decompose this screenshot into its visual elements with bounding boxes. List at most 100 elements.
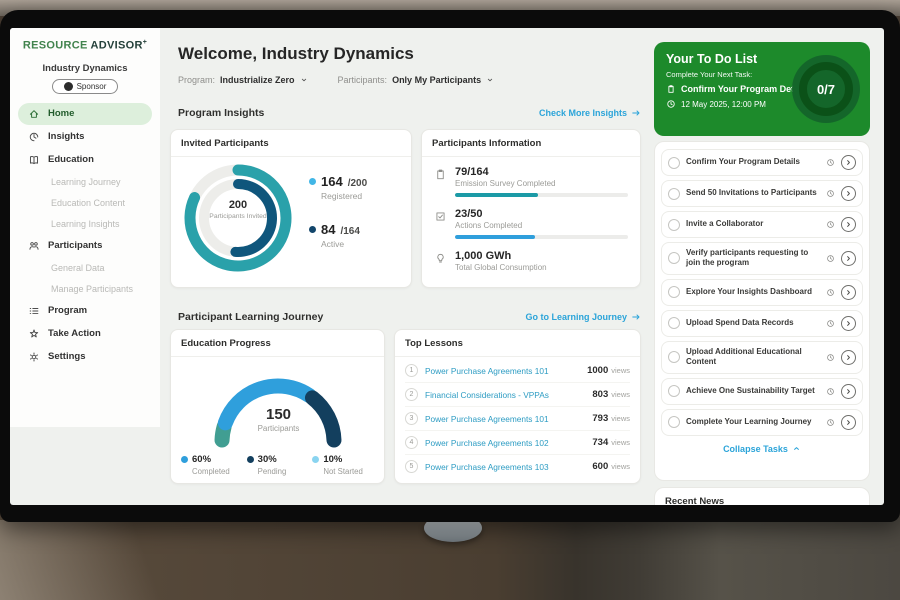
- todo-task-row[interactable]: Complete Your Learning Journey: [661, 408, 863, 436]
- main-content: Welcome, Industry Dynamics Program: Indu…: [160, 28, 650, 505]
- task-checkbox[interactable]: [668, 218, 680, 231]
- lesson-rank: 4: [405, 436, 418, 449]
- sidebar-item-learning-journey[interactable]: Learning Journey: [18, 172, 152, 192]
- collapse-tasks-label: Collapse Tasks: [723, 443, 788, 454]
- lesson-views-suffix: views: [611, 414, 630, 423]
- take-action-icon: [28, 328, 40, 340]
- clock-icon: [666, 99, 676, 109]
- sidebar-item-home[interactable]: Home: [18, 102, 152, 125]
- task-checkbox[interactable]: [668, 156, 680, 169]
- lesson-rank: 3: [405, 412, 418, 425]
- lesson-link[interactable]: Power Purchase Agreements 102: [425, 437, 549, 448]
- sidebar-item-label: Education Content: [51, 197, 126, 208]
- sidebar-item-manage-participants[interactable]: Manage Participants: [18, 279, 152, 299]
- sidebar-item-participants[interactable]: Participants: [18, 235, 152, 257]
- task-chevron-button[interactable]: [841, 250, 856, 266]
- sidebar-item-label: Program: [48, 305, 88, 317]
- sidebar-item-general-data[interactable]: General Data: [18, 258, 152, 278]
- invited-participants-card: Invited Participants 200 Participants In…: [170, 129, 412, 288]
- todo-panel: Your To Do List Complete Your Next Task:…: [652, 28, 874, 505]
- task-chevron-button[interactable]: [841, 383, 856, 399]
- participants-filter[interactable]: Participants: Only My Participants: [338, 75, 495, 85]
- task-chevron-button[interactable]: [841, 217, 856, 232]
- todo-task-row[interactable]: Explore Your Insights Dashboard: [661, 278, 863, 306]
- sidebar-item-program[interactable]: Program: [18, 300, 152, 322]
- task-checkbox[interactable]: [668, 252, 680, 265]
- todo-due-label: 12 May 2025, 12:00 PM: [681, 99, 766, 109]
- task-checkbox[interactable]: [668, 187, 680, 200]
- sidebar-item-label: General Data: [51, 262, 105, 273]
- lesson-link[interactable]: Power Purchase Agreements 101: [425, 413, 549, 424]
- sidebar-item-education-content[interactable]: Education Content: [18, 193, 152, 213]
- chevron-down-icon: [300, 76, 308, 84]
- donut-legend-item: 84/164 Active: [309, 222, 409, 249]
- lesson-views-count: 600: [592, 461, 609, 472]
- lesson-views-count: 734: [592, 437, 609, 448]
- gauge-legend-pct: 30%: [257, 454, 277, 465]
- sidebar-item-learning-insights[interactable]: Learning Insights: [18, 214, 152, 234]
- task-chevron-button[interactable]: [841, 284, 856, 300]
- sidebar-item-label: Insights: [48, 131, 85, 143]
- sidebar-item-settings[interactable]: Settings: [18, 346, 152, 368]
- program-filter[interactable]: Program: Industrialize Zero: [178, 75, 308, 85]
- gauge-legend-value-row: 60%: [181, 454, 247, 465]
- gauge-legend-label: Pending: [257, 467, 287, 476]
- task-chevron-button[interactable]: [841, 186, 856, 201]
- gauge-legend-item: 30% Pending: [246, 454, 313, 476]
- task-label: Send 50 Invitations to Participants: [686, 188, 817, 198]
- todo-task-row[interactable]: Achieve One Sustainability Target: [661, 377, 863, 405]
- task-checkbox[interactable]: [668, 317, 680, 330]
- sponsor-badge-label: Sponsor: [76, 81, 107, 91]
- sponsor-badge: Sponsor: [52, 78, 118, 94]
- task-checkbox[interactable]: [668, 416, 680, 429]
- legend-total: /200: [347, 178, 368, 189]
- lesson-link[interactable]: Power Purchase Agreements 101: [425, 365, 549, 376]
- clipboard-icon: [666, 84, 676, 94]
- participants-filter-value: Only My Participants: [392, 75, 482, 85]
- collapse-tasks-link[interactable]: Collapse Tasks: [659, 440, 865, 454]
- task-label: Confirm Your Program Details: [686, 157, 800, 167]
- bulb-icon: [434, 250, 447, 272]
- invited-donut-chart: 200 Participants Invited: [179, 159, 297, 277]
- logo-primary: RESOURCE: [22, 39, 88, 52]
- lesson-views-count: 793: [592, 413, 609, 424]
- info-stat-value: 79/164: [455, 166, 489, 178]
- sidebar-item-label: Education: [48, 154, 94, 166]
- check-more-insights-link[interactable]: Check More Insights: [539, 108, 641, 118]
- logo-plus: +: [142, 39, 148, 46]
- todo-task-row[interactable]: Confirm Your Program Details: [661, 149, 863, 176]
- sidebar-item-insights[interactable]: Insights: [18, 126, 152, 148]
- todo-task-row[interactable]: Invite a Collaborator: [661, 211, 863, 238]
- todo-summary-card: Your To Do List Complete Your Next Task:…: [654, 42, 870, 136]
- info-stat-value: 23/50: [455, 208, 483, 220]
- gauge-center-value: 150: [265, 406, 292, 423]
- insights-icon: [28, 131, 40, 143]
- todo-title: Your To Do List: [666, 52, 758, 66]
- go-to-learning-journey-link[interactable]: Go to Learning Journey: [525, 312, 641, 322]
- legend-dot: [309, 226, 316, 233]
- lesson-views: 600 views: [592, 461, 630, 472]
- sidebar-item-take-action[interactable]: Take Action: [18, 323, 152, 345]
- task-checkbox[interactable]: [668, 385, 680, 398]
- clock-icon: [826, 319, 835, 328]
- sidebar-item-education[interactable]: Education: [18, 149, 152, 171]
- task-chevron-button[interactable]: [841, 315, 856, 331]
- lesson-link[interactable]: Financial Considerations - VPPAs: [425, 389, 549, 400]
- task-checkbox[interactable]: [668, 286, 680, 299]
- todo-task-row[interactable]: Send 50 Invitations to Participants: [661, 180, 863, 207]
- todo-task-row[interactable]: Upload Additional Educational Content: [661, 340, 863, 374]
- lesson-link[interactable]: Power Purchase Agreements 103: [425, 461, 549, 472]
- task-chevron-button[interactable]: [841, 349, 856, 365]
- todo-task-row[interactable]: Verify participants requesting to join t…: [661, 242, 863, 275]
- task-checkbox[interactable]: [668, 351, 680, 364]
- todo-task-row[interactable]: Upload Spend Data Records: [661, 309, 863, 337]
- legend-value: 164: [321, 174, 343, 189]
- lesson-row: 1 Power Purchase Agreements 101 1000 views: [405, 359, 630, 383]
- task-chevron-button[interactable]: [841, 414, 856, 430]
- learning-journey-heading: Participant Learning Journey: [178, 311, 324, 323]
- page-title: Welcome, Industry Dynamics: [178, 44, 414, 63]
- info-stat-label: Actions Completed: [455, 221, 523, 230]
- task-chevron-button[interactable]: [841, 155, 856, 170]
- info-stat-label: Total Global Consumption: [455, 263, 547, 272]
